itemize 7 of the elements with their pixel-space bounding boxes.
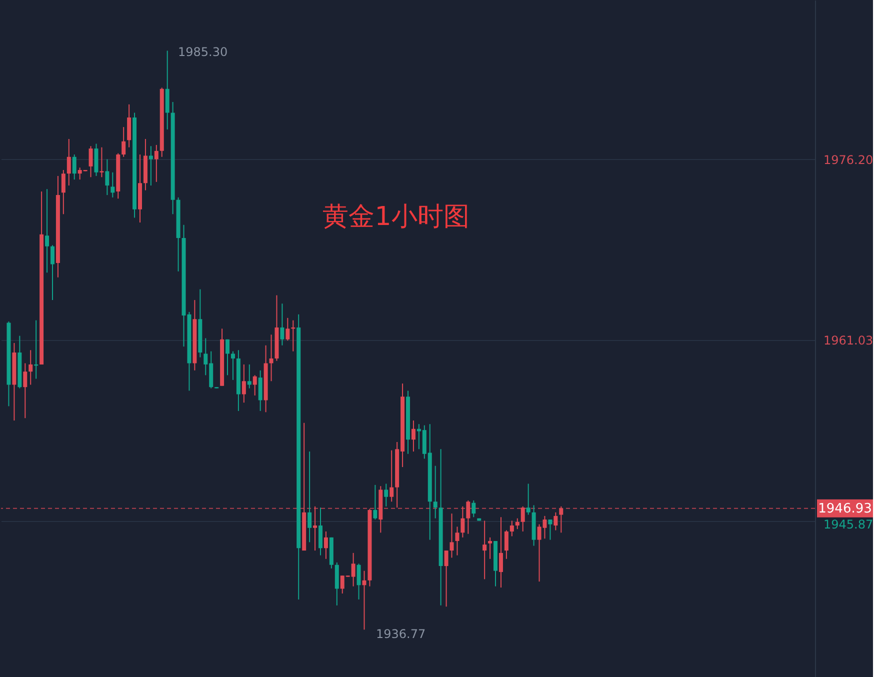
ref-line-label: 1946.93 (818, 501, 872, 516)
y-tick-label: 1976.20 (824, 152, 874, 167)
y-tick-label: 1945.87 (824, 518, 874, 532)
text: 黄金1小时图 (322, 202, 470, 232)
annotation: 1936.77 (376, 627, 426, 641)
annotation: 1985.30 (178, 45, 228, 59)
y-tick-label: 1961.03 (824, 334, 874, 348)
